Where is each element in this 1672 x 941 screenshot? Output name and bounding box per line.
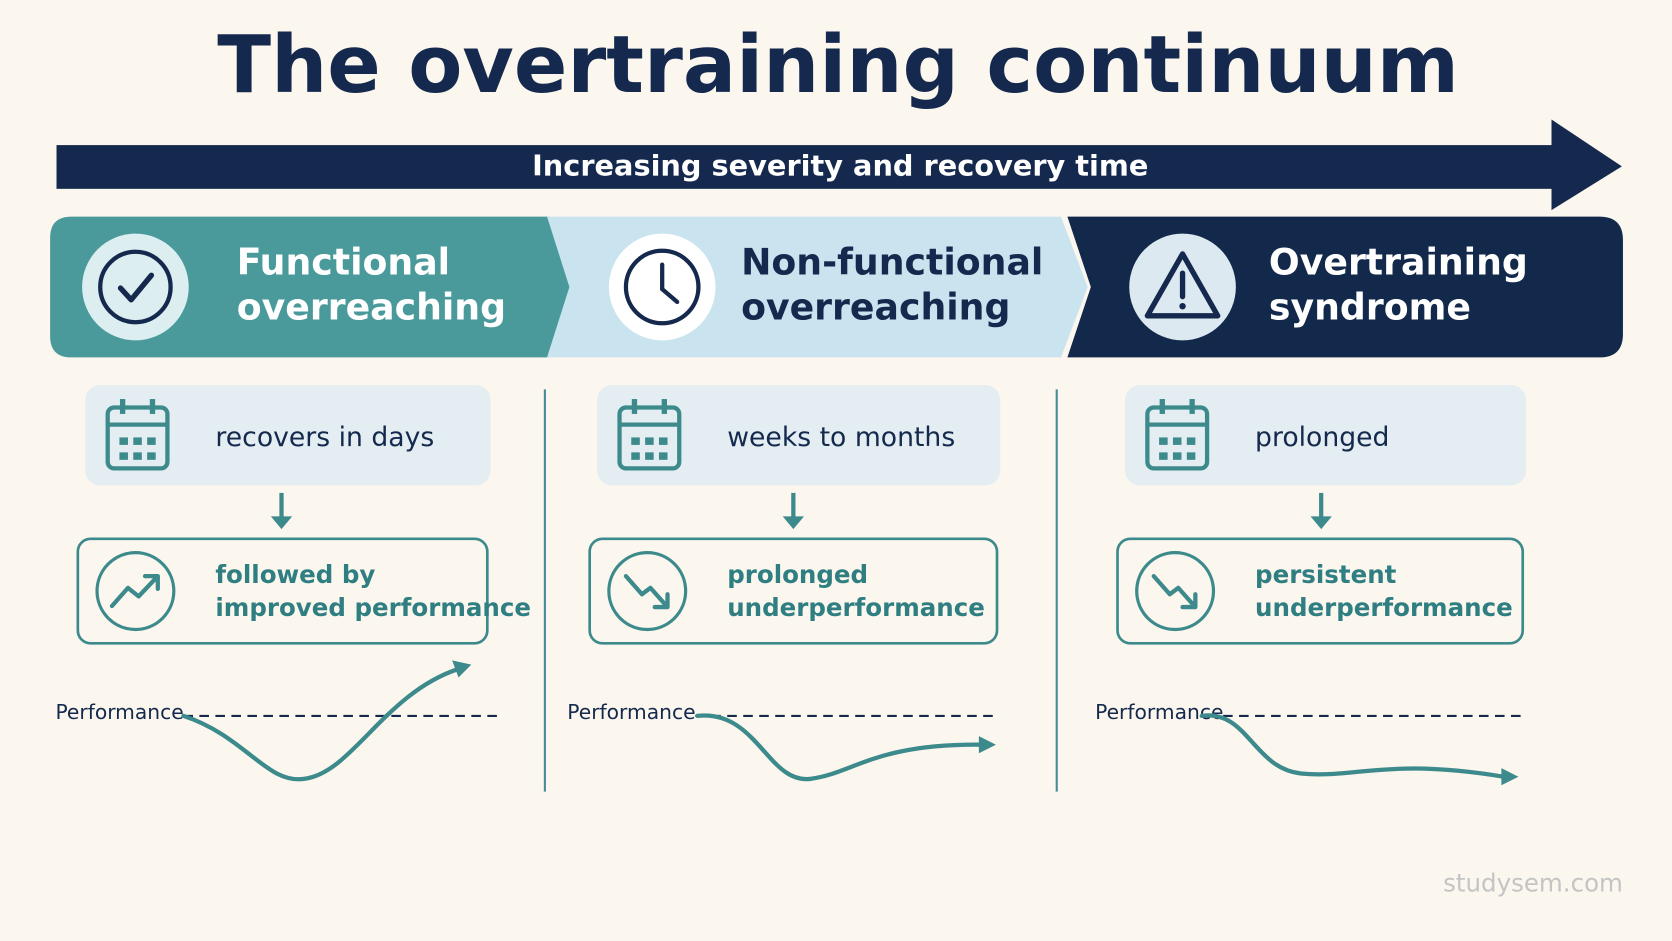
calendar-icon [1159, 452, 1168, 460]
calendar-icon [645, 452, 654, 460]
calendar-icon [119, 437, 128, 445]
clock-icon [660, 262, 680, 305]
down-arrow [1310, 516, 1332, 530]
outcome-text: underperformance [727, 593, 985, 622]
calendar-icon [631, 452, 640, 460]
calendar-icon [631, 437, 640, 445]
trend-icon [109, 573, 160, 609]
calendar-icon [1172, 452, 1182, 460]
watermark: studysem.com [1443, 868, 1623, 897]
trend-icon [1151, 573, 1198, 610]
stage-icon-bg [82, 233, 189, 341]
outcome-text: prolonged [727, 560, 868, 589]
calendar-icon [617, 405, 682, 471]
outcome-text: persistent [1255, 560, 1397, 589]
calendar-icon [105, 405, 170, 471]
performance-curve [181, 666, 461, 782]
calendar-icon [1186, 452, 1196, 460]
outcome-text: underperformance [1255, 593, 1513, 622]
recovery-text: recovers in days [215, 422, 434, 453]
severity-arrow-body [56, 145, 1561, 189]
graph-label: Performance [1095, 700, 1223, 724]
down-arrow [270, 516, 293, 530]
stage-title: overreaching [237, 285, 506, 328]
trend-icon [95, 551, 176, 632]
recovery-text: prolonged [1255, 422, 1389, 453]
calendar-icon [133, 452, 142, 460]
graph-label: Performance [567, 700, 695, 724]
outcome-text: followed by [215, 560, 375, 589]
recovery-box [597, 385, 1001, 486]
clock-icon [623, 248, 701, 326]
stage-title: overreaching [741, 285, 1010, 328]
outcome-box [76, 537, 489, 645]
graph-label: Performance [55, 700, 183, 724]
stage-title: Overtraining [1269, 241, 1528, 284]
calendar-icon [119, 452, 128, 460]
performance-curve [695, 713, 984, 781]
calendar-icon [147, 437, 156, 445]
stage-title: syndrome [1269, 285, 1471, 328]
severity-arrow-head [1551, 119, 1622, 211]
outcome-box [588, 537, 999, 645]
calendar-icon [133, 437, 142, 445]
recovery-text: weeks to months [727, 422, 955, 453]
warning-icon [1179, 302, 1186, 310]
curve-arrowhead [978, 736, 996, 754]
stage-title: Functional [237, 241, 450, 284]
outcome-box [1116, 537, 1525, 645]
warning-icon [1144, 251, 1221, 319]
trend-icon [1135, 551, 1216, 632]
severity-label: Increasing severity and recovery time [532, 148, 1148, 182]
calendar-icon [1172, 437, 1182, 445]
title: The overtraining continuum [217, 19, 1459, 111]
performance-curve [1199, 713, 1506, 779]
trend-icon [623, 573, 670, 610]
calendar-icon [147, 452, 156, 460]
down-arrow [782, 516, 805, 530]
stage-title: Non-functional [741, 241, 1043, 284]
calendar-icon [1145, 405, 1210, 471]
recovery-box [85, 385, 491, 486]
calendar-icon [1159, 437, 1168, 445]
recovery-box [1124, 385, 1526, 486]
check-icon [98, 249, 173, 325]
outcome-text: improved performance [215, 593, 531, 622]
calendar-icon [658, 452, 668, 460]
calendar-icon [658, 437, 668, 445]
calendar-icon [645, 437, 654, 445]
curve-arrowhead [1501, 768, 1519, 786]
trend-icon [607, 551, 688, 632]
check-icon [117, 272, 155, 303]
calendar-icon [1186, 437, 1196, 445]
stage-header [50, 216, 572, 358]
